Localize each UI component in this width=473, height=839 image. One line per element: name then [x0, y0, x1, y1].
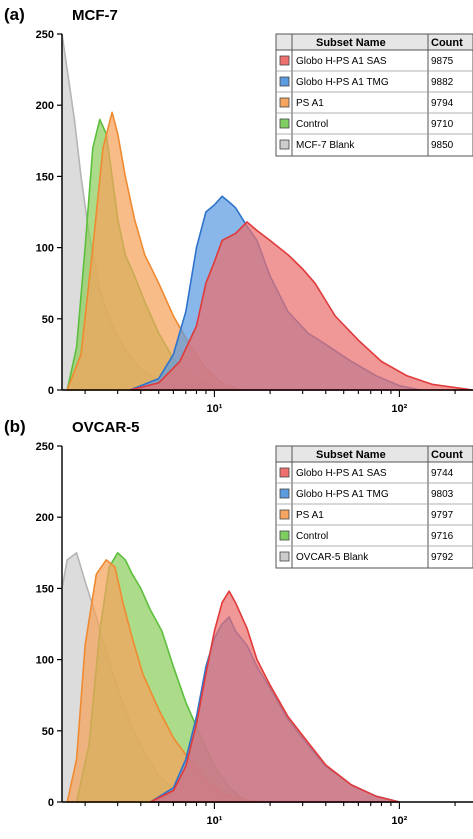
histogram-plot: 0 50 100 150 200 250 10¹ 10² [36, 29, 473, 415]
histogram-plot: 0 50 100 150 200 250 10¹ 10² [36, 441, 473, 827]
series-area [129, 221, 473, 391]
legend-swatch [279, 139, 290, 150]
legend-count: 9850 [431, 140, 454, 151]
legend-name: Globo H-PS A1 SAS [296, 56, 387, 67]
y-tick-label: 0 [48, 385, 54, 397]
legend-swatch [279, 509, 290, 520]
legend-swatch [279, 55, 290, 66]
y-tick-label: 250 [36, 441, 54, 453]
legend-count: 9710 [431, 119, 454, 130]
legend-swatch [279, 551, 290, 562]
panel-b: (b) OVCAR-5 0 50 100 150 200 250 10¹ 10² Subset… [4, 417, 473, 827]
legend-table: Subset Name Count Globo H-PS A1 SAS 9744G… [275, 445, 473, 569]
panel-letter: (b) [4, 417, 26, 436]
panel-letter: (a) [4, 5, 25, 24]
legend-count: 9794 [431, 98, 454, 109]
legend-frame [275, 445, 473, 569]
legend-swatch [279, 467, 290, 478]
legend-header-count: Count [431, 37, 463, 49]
legend-name: Globo H-PS A1 SAS [296, 468, 387, 479]
panel-title: OVCAR-5 [72, 419, 140, 436]
legend-table: Subset Name Count Globo H-PS A1 SAS 9875G… [275, 33, 473, 157]
legend-swatch [279, 97, 290, 108]
y-tick-label: 100 [36, 655, 54, 667]
panel-title: MCF-7 [72, 7, 118, 24]
y-tick-label: 250 [36, 29, 54, 41]
y-tick-label: 150 [36, 583, 54, 595]
legend-count: 9797 [431, 510, 454, 521]
legend-frame [275, 33, 473, 157]
legend-name: Control [296, 119, 328, 130]
legend-rows: Globo H-PS A1 SAS 9875 Globo H-PS A1 TMG 98… [276, 55, 473, 151]
legend-swatch [279, 118, 290, 129]
panel-a: (a) MCF-7 0 50 100 150 200 250 10¹ 10² Subset N… [4, 5, 473, 415]
legend-name: PS A1 [296, 98, 324, 109]
legend-count: 9744 [431, 468, 454, 479]
legend-name: PS A1 [296, 510, 324, 521]
y-tick-label: 50 [42, 726, 54, 738]
legend-header-name: Subset Name [316, 449, 386, 461]
legend-header-count: Count [431, 449, 463, 461]
legend-name: Globo H-PS A1 TMG [296, 489, 389, 500]
legend-swatch [279, 76, 290, 87]
y-tick-label: 200 [36, 100, 54, 112]
legend-count: 9792 [431, 552, 454, 563]
legend-name: Control [296, 531, 328, 542]
y-tick-label: 150 [36, 171, 54, 183]
legend-header-bg [275, 33, 473, 51]
legend-name: MCF-7 Blank [296, 140, 355, 151]
legend-name: OVCAR-5 Blank [296, 552, 369, 563]
legend-count: 9882 [431, 77, 454, 88]
series-area [149, 590, 401, 803]
x-tick-label: 10² [391, 403, 407, 415]
y-tick-label: 0 [48, 797, 54, 809]
legend-name: Globo H-PS A1 TMG [296, 77, 389, 88]
x-tick-label: 10¹ [206, 403, 222, 415]
legend-header-name: Subset Name [316, 37, 386, 49]
x-tick-label: 10² [391, 815, 407, 827]
y-tick-label: 200 [36, 512, 54, 524]
legend-header-bg [275, 445, 473, 463]
legend-swatch [279, 488, 290, 499]
legend-rows: Globo H-PS A1 SAS 9744 Globo H-PS A1 TMG 98… [276, 467, 473, 563]
legend-swatch [279, 530, 290, 541]
x-tick-label: 10¹ [206, 815, 222, 827]
legend-count: 9803 [431, 489, 454, 500]
legend-count: 9716 [431, 531, 454, 542]
legend-count: 9875 [431, 56, 454, 67]
y-tick-label: 100 [36, 243, 54, 255]
y-tick-label: 50 [42, 314, 54, 326]
